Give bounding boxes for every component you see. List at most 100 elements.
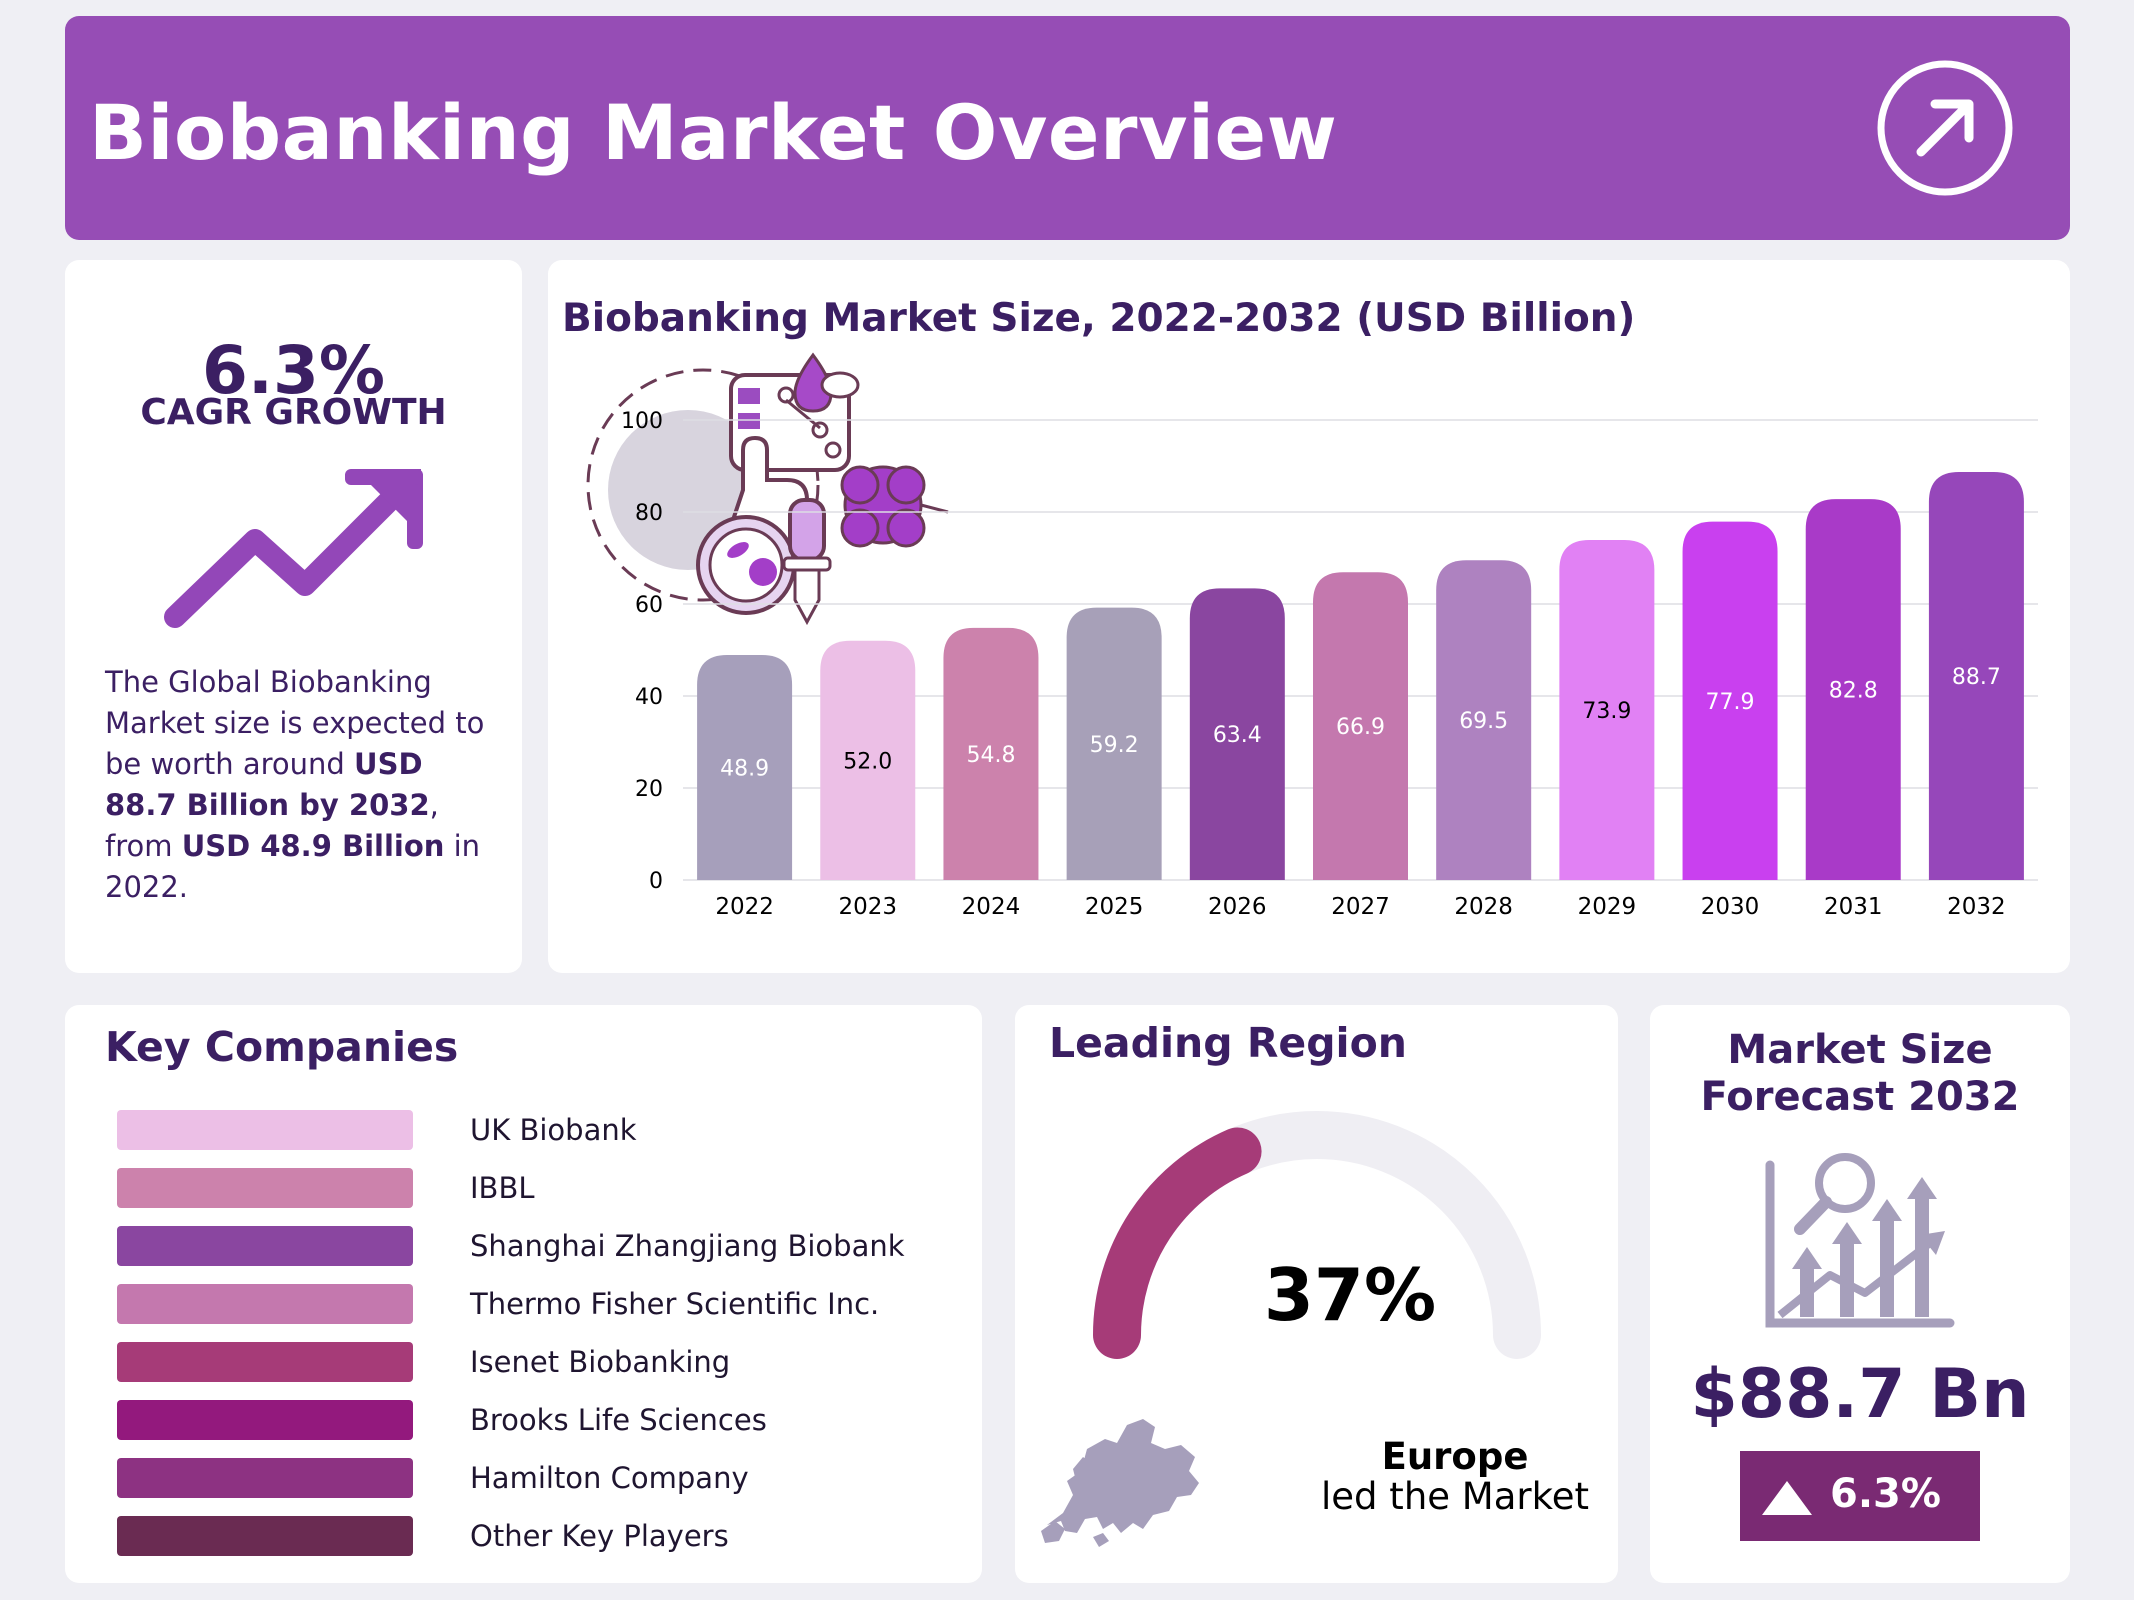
bar-value-label: 69.5 <box>1459 709 1508 734</box>
cagr-text-part: , from <box>105 788 439 863</box>
bar-value-label: 73.9 <box>1582 699 1631 724</box>
chart-card: Biobanking Market Size, 2022-2032 (USD B… <box>548 260 2070 973</box>
forecast-title-line2: Forecast 2032 <box>1700 1074 2020 1120</box>
page-title: Biobanking Market Overview <box>89 88 1338 177</box>
cagr-text-part: in 2022. <box>105 829 481 904</box>
bar <box>1189 588 1285 880</box>
forecast-title-line1: Market Size <box>1727 1027 1993 1073</box>
gauge-fill <box>1093 1127 1262 1359</box>
cagr-description: The Global Biobanking Market size is exp… <box>105 662 495 908</box>
bar-value-label: 59.2 <box>1090 733 1139 758</box>
bar-value-label: 63.4 <box>1213 723 1262 748</box>
bar-value-label: 88.7 <box>1952 665 2001 690</box>
company-name: UK Biobank <box>470 1113 637 1147</box>
cagr-label: CAGR GROWTH <box>140 392 447 433</box>
x-axis: 2022 2023 2024 2025 2026 2027 2028 2029 2030 2031… <box>715 894 2005 920</box>
cagr-text-part: The Global Biobanking Market size is exp… <box>105 665 485 781</box>
chart-title: Biobanking Market Size, 2022-2032 (USD B… <box>562 296 1636 341</box>
x-tick-label: 2031 <box>1824 894 1883 920</box>
forecast-title: Market Size Forecast 2032 <box>1650 1027 2070 1121</box>
bar-value-label: 48.9 <box>720 757 769 782</box>
company-list-item: Shanghai Zhangjiang Biobank <box>117 1226 905 1266</box>
lab-illustration-icon <box>586 352 949 626</box>
growth-chart-magnifier-icon <box>1765 1153 1955 1328</box>
bar-value-label: 66.9 <box>1336 715 1385 740</box>
key-companies-title: Key Companies <box>105 1023 459 1071</box>
x-tick-label: 2022 <box>715 894 774 920</box>
company-color-swatch <box>117 1284 413 1324</box>
cagr-text-bold: USD 48.9 Billion <box>181 829 445 863</box>
x-tick-label: 2023 <box>838 894 897 920</box>
y-tick-label: 0 <box>649 869 663 894</box>
x-tick-label: 2025 <box>1085 894 1144 920</box>
company-list-item: Isenet Biobanking <box>117 1342 730 1382</box>
y-tick-label: 20 <box>635 777 663 802</box>
x-tick-label: 2024 <box>962 894 1021 920</box>
company-name: Thermo Fisher Scientific Inc. <box>470 1287 880 1321</box>
europe-map-icon <box>1041 1419 1199 1547</box>
x-tick-label: 2029 <box>1578 894 1637 920</box>
leading-region-subtitle: led the Market <box>1321 1475 1589 1518</box>
cagr-text-bold: USD 88.7 Billion by 2032 <box>105 747 430 822</box>
company-list-item: Brooks Life Sciences <box>117 1400 767 1440</box>
company-name: Brooks Life Sciences <box>470 1403 767 1437</box>
company-color-swatch <box>117 1516 413 1556</box>
bar <box>1313 572 1408 880</box>
x-tick-label: 2028 <box>1454 894 1513 920</box>
y-tick-label: 100 <box>621 409 663 434</box>
leading-region-card: Leading Region 37% Europe led the Market <box>1015 1005 1618 1583</box>
leading-region-title: Leading Region <box>1049 1019 1407 1067</box>
y-tick-label: 80 <box>635 501 663 526</box>
growth-badge-value: 6.3% <box>1830 1471 1941 1517</box>
company-list-item: Hamilton Company <box>117 1458 749 1498</box>
bar <box>1682 521 1778 880</box>
y-tick-label: 40 <box>635 685 663 710</box>
bar <box>1436 560 1532 880</box>
company-name: Other Key Players <box>470 1519 729 1553</box>
company-name: IBBL <box>470 1171 535 1205</box>
company-name: Shanghai Zhangjiang Biobank <box>470 1229 905 1263</box>
bar-value-label: 82.8 <box>1829 679 1878 704</box>
company-color-swatch <box>117 1168 413 1208</box>
x-tick-label: 2030 <box>1701 894 1760 920</box>
company-color-swatch <box>117 1110 413 1150</box>
company-color-swatch <box>117 1342 413 1382</box>
bar <box>1559 540 1655 880</box>
bar <box>1805 499 1901 880</box>
bar-value-label: 52.0 <box>843 749 892 774</box>
bar <box>697 655 793 880</box>
bar <box>1928 471 2024 880</box>
company-color-swatch <box>117 1400 413 1440</box>
company-list-item: UK Biobank <box>117 1110 677 1150</box>
region-share-gauge <box>1093 1111 1541 1359</box>
company-color-swatch <box>117 1458 413 1498</box>
company-list-item: IBBL <box>117 1168 677 1208</box>
arrow-up-right-circle-icon <box>1877 60 2013 196</box>
x-tick-label: 2032 <box>1947 894 2006 920</box>
cagr-value: 6.3% <box>201 332 386 409</box>
forecast-value: $88.7 Bn <box>1690 1355 2030 1434</box>
y-axis: 0 20 40 60 80 100 <box>621 409 663 894</box>
bar-value-label: 77.9 <box>1706 690 1755 715</box>
cagr-card: 6.3% CAGR GROWTH The Global Biobanking M… <box>65 260 522 973</box>
company-name: Hamilton Company <box>470 1461 749 1495</box>
triangle-up-icon <box>1762 1481 1812 1515</box>
company-list-item: Other Key Players <box>117 1516 729 1556</box>
bar <box>1066 607 1162 880</box>
forecast-card: Market Size Forecast 2032 $88.7 Bn 6.3% <box>1650 1005 2070 1583</box>
bar-value-label: 54.8 <box>966 743 1015 768</box>
company-name: Isenet Biobanking <box>470 1345 731 1379</box>
bar <box>943 627 1039 880</box>
y-tick-label: 60 <box>635 593 663 618</box>
header-banner: Biobanking Market Overview <box>65 16 2070 240</box>
leading-region-name: Europe <box>1381 1435 1529 1478</box>
region-share-percent: 37% <box>1263 1253 1437 1337</box>
bar <box>820 640 916 880</box>
growth-badge: 6.3% <box>1740 1451 1980 1541</box>
bars: 48.9 52.0 54.8 59.2 63.4 66.9 69.5 73.9 77.9 82.8… <box>697 471 2024 880</box>
bar-chart: 0 20 40 60 80 100 48.9 52.0 54.8 59.2 63.4 66.9 69.… <box>586 352 2038 920</box>
company-color-swatch <box>117 1226 413 1266</box>
key-companies-card: Key Companies UK Biobank IBBL Shanghai Zha… <box>65 1005 982 1583</box>
trend-up-arrow-icon <box>164 469 423 628</box>
x-tick-label: 2027 <box>1331 894 1390 920</box>
